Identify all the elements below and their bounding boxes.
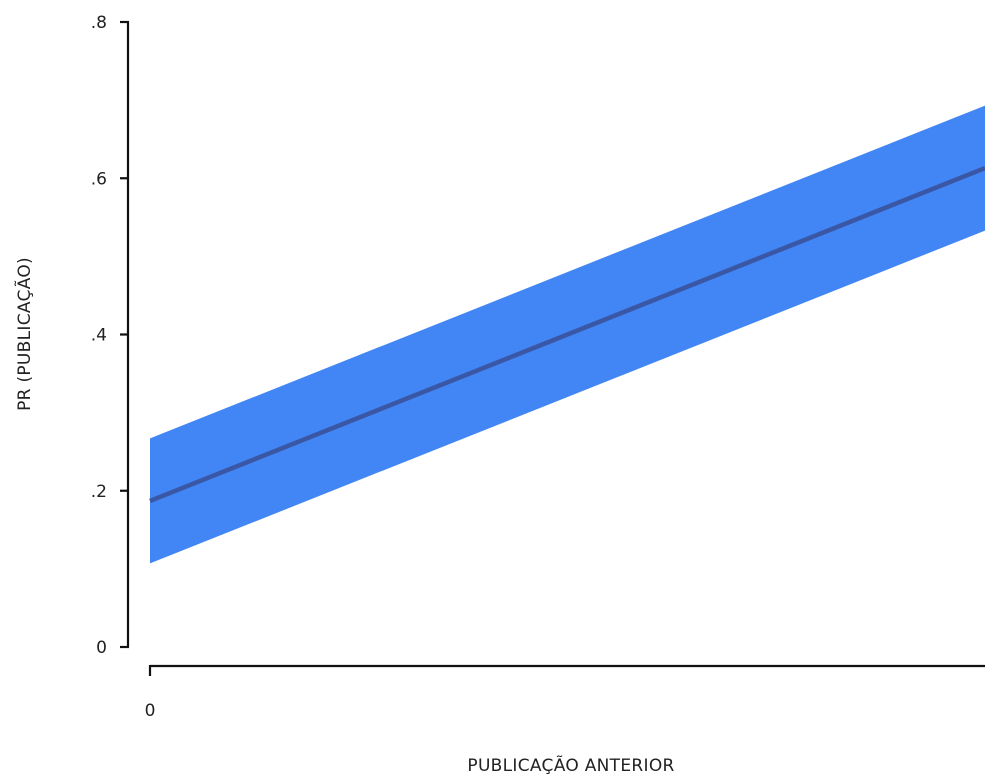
- prediction-line: [149, 166, 985, 503]
- prediction-line-layer: [149, 166, 985, 503]
- y-tick-label: .4: [91, 326, 107, 346]
- y-tick-label: 0: [96, 638, 107, 658]
- y-tick-label: .8: [91, 13, 107, 33]
- y-tick-label: .2: [91, 482, 107, 502]
- x-axis: 0: [145, 664, 985, 721]
- y-tick-label: .6: [91, 169, 107, 189]
- x-axis-title: PUBLICAÇÃO ANTERIOR: [467, 754, 674, 774]
- x-tick-label: 0: [145, 701, 156, 721]
- y-axis-title: PR (PUBLICAÇÃO): [13, 257, 35, 411]
- x-axis-ticks: 0: [145, 665, 156, 721]
- y-axis-ticks: 0 .2 .4 .6 .8: [91, 13, 129, 658]
- y-axis: 0 .2 .4 .6 .8: [91, 13, 130, 658]
